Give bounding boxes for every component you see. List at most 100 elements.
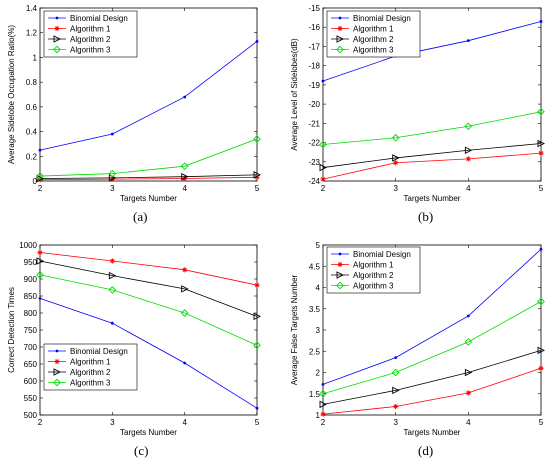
- data-point-algorithm-1-d: [393, 403, 399, 410]
- legend-marker-algorithm-1-a: [54, 25, 60, 32]
- data-point-algorithm-2-d: [464, 368, 473, 377]
- legend-label-binomial-design-a: Binomial Design: [70, 14, 128, 23]
- data-point-algorithm-3-d: [464, 338, 473, 346]
- data-point-algorithm-2-c: [36, 257, 45, 265]
- data-point-algorithm-1-b: [465, 156, 471, 162]
- y-tick-label-b: -16: [308, 23, 320, 32]
- data-point-binomial-design-a: [110, 132, 114, 136]
- y-tick-label-a: 0.8: [26, 78, 38, 87]
- y-tick-label-d: 1.5: [309, 390, 321, 399]
- legend-label-algorithm-3-b: Algorithm 3: [353, 46, 394, 55]
- legend-marker-algorithm-1-b: [337, 25, 343, 32]
- legend-label-binomial-design-c: Binomial Design: [70, 347, 128, 356]
- data-point-algorithm-2-b: [464, 146, 473, 154]
- series-line-algorithm-2-c: [39, 260, 258, 317]
- x-tick-label-c: 3: [110, 418, 115, 427]
- data-point-algorithm-1-b: [538, 150, 544, 156]
- legend-marker-binomial-design-a: [55, 16, 59, 20]
- data-point-algorithm-2-c: [253, 312, 262, 321]
- data-point-algorithm-3-d: [319, 389, 327, 398]
- legend-marker-binomial-design-c: [55, 349, 59, 353]
- y-tick-label-b: -21: [308, 119, 320, 128]
- data-point-algorithm-3-c: [180, 309, 189, 317]
- series-line-binomial-design-c: [39, 298, 258, 409]
- x-axis-label-b: Targets Number: [404, 194, 461, 203]
- legend-label-algorithm-2-b: Algorithm 2: [353, 35, 394, 44]
- y-tick-label-a: 0: [33, 177, 38, 186]
- data-point-algorithm-3-b: [319, 140, 327, 149]
- data-point-algorithm-2-d: [392, 386, 400, 395]
- x-tick-label-b: 4: [466, 184, 471, 193]
- data-point-algorithm-3-c: [36, 271, 44, 279]
- y-tick-label-a: 1.4: [26, 4, 38, 13]
- y-tick-label-c: 900: [24, 275, 38, 284]
- legend-marker-algorithm-2-d: [336, 271, 345, 279]
- x-tick-label-d: 2: [321, 418, 326, 427]
- series-line-algorithm-2-b: [322, 143, 542, 168]
- y-tick-label-a: 1.2: [26, 29, 38, 38]
- series-line-algorithm-2-a: [39, 174, 258, 179]
- y-tick-label-b: -23: [308, 158, 320, 167]
- series-line-binomial-design-d: [322, 248, 542, 385]
- data-point-algorithm-3-b: [464, 122, 473, 131]
- data-point-algorithm-1-c: [109, 258, 115, 264]
- data-point-algorithm-1-b: [320, 176, 326, 182]
- y-axis-label-c: Correct Detection Times: [7, 287, 16, 373]
- data-point-algorithm-1-d: [538, 365, 544, 371]
- legend-marker-binomial-design-b: [338, 16, 342, 20]
- legend-label-algorithm-1-d: Algorithm 1: [353, 261, 394, 270]
- x-tick-label-b: 2: [321, 184, 326, 193]
- data-point-algorithm-1-c: [182, 267, 188, 273]
- legend-marker-algorithm-1-d: [337, 261, 343, 268]
- y-tick-label-b: -17: [308, 42, 320, 51]
- x-axis-label-a: Targets Number: [120, 194, 177, 203]
- data-point-algorithm-3-a: [180, 162, 189, 171]
- y-tick-label-d: 1: [316, 411, 321, 420]
- data-point-binomial-design-a: [255, 39, 259, 43]
- data-point-binomial-design-b: [321, 79, 325, 83]
- y-tick-label-a: 0.4: [26, 128, 38, 137]
- legend-label-algorithm-1-a: Algorithm 1: [70, 25, 111, 34]
- data-point-algorithm-2-a: [253, 171, 262, 179]
- y-tick-label-d: 4: [316, 284, 321, 293]
- legend-marker-binomial-design-d: [338, 252, 342, 256]
- series-line-algorithm-3-a: [39, 138, 258, 177]
- y-tick-label-d: 2.5: [309, 347, 321, 356]
- series-line-algorithm-3-c: [39, 274, 258, 346]
- chart-b: 2 3 4 5 -15 -16 -17 -18 -19 -20 -21 -22 -23 -24 Target…: [290, 4, 546, 203]
- data-point-algorithm-2-c: [108, 271, 117, 280]
- y-tick-label-a: 1: [33, 53, 38, 62]
- x-tick-label-d: 5: [539, 418, 544, 427]
- y-tick-label-c: 850: [24, 292, 38, 301]
- legend-label-algorithm-2-a: Algorithm 2: [70, 35, 111, 44]
- y-tick-label-d: 2: [316, 369, 321, 378]
- data-point-algorithm-3-c: [253, 341, 261, 350]
- y-tick-label-b: -19: [308, 81, 320, 90]
- data-point-binomial-design-b: [539, 20, 543, 23]
- y-axis-label-d: Average False Targets Number: [290, 274, 299, 385]
- y-axis-label-b: Average Level of Sidelobes(dB): [290, 38, 299, 151]
- data-point-algorithm-2-b: [392, 154, 400, 162]
- series-line-algorithm-3-d: [322, 301, 542, 395]
- x-tick-label-a: 2: [38, 184, 43, 193]
- y-tick-label-a: 0.6: [26, 103, 38, 112]
- legend-marker-algorithm-3-a: [53, 45, 61, 54]
- y-tick-label-d: 3: [316, 326, 321, 335]
- legend-label-algorithm-3-d: Algorithm 3: [353, 282, 394, 291]
- y-tick-label-b: -15: [308, 4, 320, 13]
- y-tick-label-c: 800: [24, 309, 38, 318]
- y-tick-label-b: -20: [308, 100, 320, 109]
- y-tick-label-a: 0.2: [26, 152, 38, 161]
- series-line-binomial-design-b: [322, 21, 542, 82]
- series-line-algorithm-1-b: [322, 152, 542, 180]
- series-line-algorithm-2-d: [322, 350, 542, 405]
- data-point-binomial-design-b: [466, 39, 470, 43]
- legend-marker-algorithm-2-a: [53, 35, 62, 43]
- data-point-algorithm-3-b: [391, 133, 400, 142]
- caption-c: (c): [134, 443, 149, 458]
- data-point-binomial-design-d: [539, 247, 543, 251]
- data-point-algorithm-3-a: [108, 169, 117, 178]
